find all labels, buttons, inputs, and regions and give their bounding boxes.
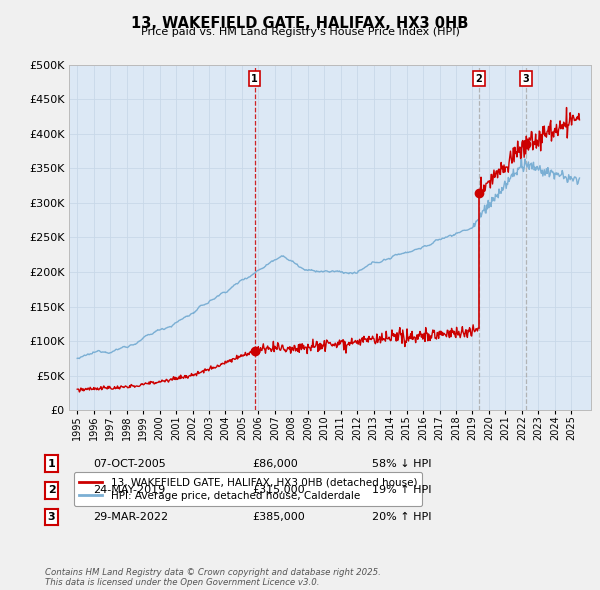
Text: 24-MAY-2019: 24-MAY-2019 <box>93 486 165 495</box>
Text: 07-OCT-2005: 07-OCT-2005 <box>93 459 166 468</box>
Text: 2: 2 <box>48 486 55 495</box>
Text: 1: 1 <box>48 459 55 468</box>
Text: 20% ↑ HPI: 20% ↑ HPI <box>372 512 431 522</box>
Text: 19% ↑ HPI: 19% ↑ HPI <box>372 486 431 495</box>
Text: 3: 3 <box>523 74 529 84</box>
Text: £86,000: £86,000 <box>252 459 298 468</box>
Text: 3: 3 <box>48 512 55 522</box>
Text: Price paid vs. HM Land Registry's House Price Index (HPI): Price paid vs. HM Land Registry's House … <box>140 27 460 37</box>
Text: £385,000: £385,000 <box>252 512 305 522</box>
Text: £315,000: £315,000 <box>252 486 305 495</box>
Text: 58% ↓ HPI: 58% ↓ HPI <box>372 459 431 468</box>
Text: 29-MAR-2022: 29-MAR-2022 <box>93 512 168 522</box>
Text: Contains HM Land Registry data © Crown copyright and database right 2025.
This d: Contains HM Land Registry data © Crown c… <box>45 568 381 587</box>
Text: 13, WAKEFIELD GATE, HALIFAX, HX3 0HB: 13, WAKEFIELD GATE, HALIFAX, HX3 0HB <box>131 16 469 31</box>
Text: 1: 1 <box>251 74 258 84</box>
Legend: 13, WAKEFIELD GATE, HALIFAX, HX3 0HB (detached house), HPI: Average price, detac: 13, WAKEFIELD GATE, HALIFAX, HX3 0HB (de… <box>74 472 422 506</box>
Text: 2: 2 <box>475 74 482 84</box>
